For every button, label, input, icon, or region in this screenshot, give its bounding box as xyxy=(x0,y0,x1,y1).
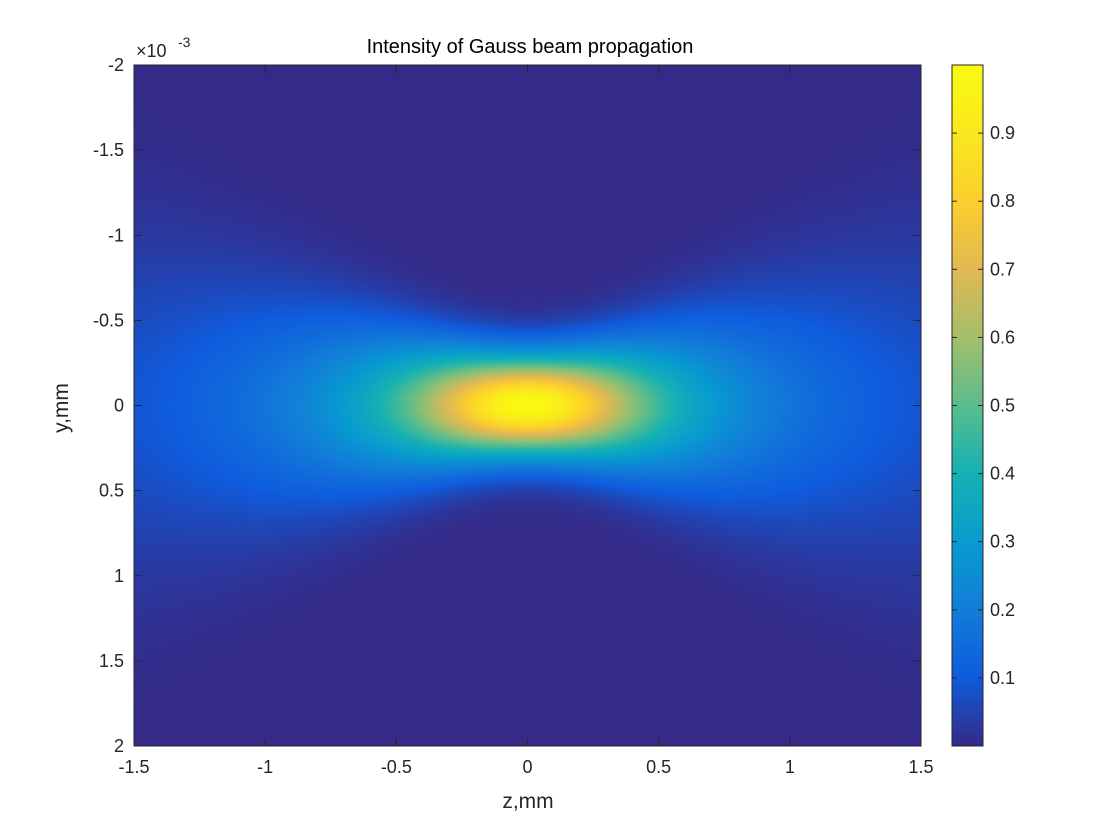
x-tick-label: 0.5 xyxy=(646,757,671,777)
x-tick-label: 1 xyxy=(785,757,795,777)
x-tick-label: 1.5 xyxy=(908,757,933,777)
y-tick-label: -0.5 xyxy=(93,310,124,330)
x-tick-label: -1.5 xyxy=(118,757,149,777)
chart-title: Intensity of Gauss beam propagation xyxy=(367,36,694,58)
y-tick-label: -2 xyxy=(108,55,124,75)
colorbar-tick-label: 0.2 xyxy=(990,600,1015,620)
colorbar-tick-label: 0.1 xyxy=(990,668,1015,688)
y-tick-label: 2 xyxy=(114,736,124,756)
colorbar-tick-label: 0.5 xyxy=(990,396,1015,416)
heatmap-image-wrapper xyxy=(134,65,921,746)
colorbar-tick-label: 0.7 xyxy=(990,259,1015,279)
y-exponent-power: -3 xyxy=(178,34,191,50)
colorbar-gradient-wrapper xyxy=(952,65,983,746)
y-tick-label: 1.5 xyxy=(99,651,124,671)
x-axis-label: z,mm xyxy=(502,790,553,813)
y-tick-label: 1 xyxy=(114,566,124,586)
colorbar: 0.1 0.2 0.3 0.4 0.5 0.6 0.7 0.8 0.9 xyxy=(951,64,1015,747)
y-tick-label: 0 xyxy=(114,396,124,416)
y-tick-label: -1 xyxy=(108,225,124,245)
y-tick-label: -1.5 xyxy=(93,140,124,160)
plot-area xyxy=(133,64,922,747)
colorbar-gradient xyxy=(952,65,983,746)
colorbar-tick-label: 0.8 xyxy=(990,191,1015,211)
x-tick-label: -1 xyxy=(257,757,273,777)
y-axis-exponent: ×10 -3 xyxy=(136,34,191,61)
colorbar-ticks: 0.1 0.2 0.3 0.4 0.5 0.6 0.7 0.8 0.9 xyxy=(952,123,1015,688)
colorbar-tick-label: 0.9 xyxy=(990,123,1015,143)
x-tick-label: -0.5 xyxy=(381,757,412,777)
x-tick-label: 0 xyxy=(522,757,532,777)
heatmap-image xyxy=(134,65,921,746)
y-exponent-base: ×10 xyxy=(136,41,167,61)
y-tick-label: 0.5 xyxy=(99,481,124,501)
y-axis: -2 -1.5 -1 -0.5 0 0.5 1 1.5 2 xyxy=(93,55,921,756)
colorbar-tick-label: 0.3 xyxy=(990,532,1015,552)
y-axis-label: y,mm xyxy=(50,383,73,433)
x-axis: -1.5 -1 -0.5 0 0.5 1 1.5 xyxy=(118,65,934,777)
colorbar-tick-label: 0.4 xyxy=(990,464,1015,484)
colorbar-tick-label: 0.6 xyxy=(990,327,1015,347)
